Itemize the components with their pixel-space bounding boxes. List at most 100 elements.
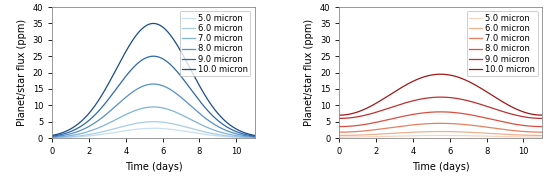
8.0 micron <box>150 83 157 85</box>
8.0 micron <box>336 125 343 128</box>
7.0 micron <box>184 117 191 119</box>
5.0 micron <box>184 131 191 133</box>
7.0 micron <box>49 136 56 138</box>
6.0 micron <box>251 137 258 139</box>
5.0 micron <box>437 134 444 136</box>
7.0 micron <box>251 136 258 138</box>
8.0 micron <box>202 117 208 119</box>
6.0 micron <box>456 131 463 133</box>
5.0 micron <box>489 135 496 137</box>
5.0 micron <box>428 134 435 136</box>
Line: 9.0 micron: 9.0 micron <box>52 56 255 136</box>
9.0 micron <box>184 84 191 86</box>
9.0 micron <box>140 58 147 60</box>
10.0 micron <box>489 94 496 96</box>
8.0 micron <box>538 125 545 128</box>
6.0 micron <box>140 121 147 123</box>
Line: 5.0 micron: 5.0 micron <box>339 135 542 137</box>
Legend: 5.0 micron, 6.0 micron, 7.0 micron, 8.0 micron, 9.0 micron, 10.0 micron: 5.0 micron, 6.0 micron, 7.0 micron, 8.0 … <box>179 11 250 76</box>
7.0 micron <box>456 123 463 125</box>
6.0 micron <box>202 131 208 133</box>
7.0 micron <box>85 131 91 133</box>
6.0 micron <box>538 134 545 136</box>
10.0 micron <box>140 26 147 28</box>
6.0 micron <box>388 132 395 135</box>
7.0 micron <box>538 131 545 133</box>
6.0 micron <box>336 134 343 136</box>
6.0 micron <box>471 132 478 134</box>
6.0 micron <box>184 126 191 129</box>
5.0 micron <box>456 135 463 137</box>
8.0 micron <box>471 115 478 117</box>
5.0 micron <box>372 136 378 138</box>
6.0 micron <box>437 130 444 133</box>
5.0 micron <box>85 135 91 137</box>
9.0 micron <box>101 104 108 106</box>
7.0 micron <box>489 127 496 129</box>
9.0 micron <box>150 55 157 57</box>
9.0 micron <box>372 112 378 114</box>
Legend: 5.0 micron, 6.0 micron, 7.0 micron, 8.0 micron, 9.0 micron, 10.0 micron: 5.0 micron, 6.0 micron, 7.0 micron, 8.0 … <box>467 11 537 76</box>
5.0 micron <box>101 133 108 135</box>
8.0 micron <box>251 136 258 138</box>
8.0 micron <box>372 121 378 124</box>
9.0 micron <box>251 135 258 137</box>
X-axis label: Time (days): Time (days) <box>412 162 470 172</box>
10.0 micron <box>49 134 56 136</box>
6.0 micron <box>85 134 91 136</box>
8.0 micron <box>101 115 108 117</box>
10.0 micron <box>456 76 463 79</box>
Line: 9.0 micron: 9.0 micron <box>339 97 542 118</box>
6.0 micron <box>101 130 108 132</box>
5.0 micron <box>388 135 395 137</box>
5.0 micron <box>49 137 56 139</box>
Line: 8.0 micron: 8.0 micron <box>339 112 542 127</box>
Line: 7.0 micron: 7.0 micron <box>339 123 542 132</box>
9.0 micron <box>471 102 478 104</box>
7.0 micron <box>388 127 395 129</box>
5.0 micron <box>251 137 258 139</box>
9.0 micron <box>388 106 395 108</box>
5.0 micron <box>471 135 478 137</box>
7.0 micron <box>101 124 108 126</box>
6.0 micron <box>428 130 435 133</box>
10.0 micron <box>101 90 108 92</box>
8.0 micron <box>184 102 191 104</box>
Line: 10.0 micron: 10.0 micron <box>52 24 255 135</box>
7.0 micron <box>372 129 378 131</box>
9.0 micron <box>49 135 56 137</box>
10.0 micron <box>372 103 378 105</box>
8.0 micron <box>85 126 91 128</box>
8.0 micron <box>489 118 496 121</box>
10.0 micron <box>168 36 175 38</box>
10.0 micron <box>150 22 157 25</box>
7.0 micron <box>168 110 175 112</box>
9.0 micron <box>437 96 444 98</box>
9.0 micron <box>538 117 545 119</box>
8.0 micron <box>456 112 463 114</box>
8.0 micron <box>168 89 175 92</box>
10.0 micron <box>538 114 545 116</box>
10.0 micron <box>428 74 435 76</box>
7.0 micron <box>437 122 444 124</box>
6.0 micron <box>150 121 157 123</box>
7.0 micron <box>202 125 208 127</box>
9.0 micron <box>168 65 175 67</box>
6.0 micron <box>49 137 56 139</box>
10.0 micron <box>202 94 208 96</box>
8.0 micron <box>428 111 435 113</box>
Y-axis label: Planet/star flux (ppm): Planet/star flux (ppm) <box>17 19 27 126</box>
9.0 micron <box>428 96 435 99</box>
6.0 micron <box>489 132 496 135</box>
7.0 micron <box>140 107 147 109</box>
10.0 micron <box>437 73 444 75</box>
10.0 micron <box>251 134 258 136</box>
5.0 micron <box>336 136 343 138</box>
Y-axis label: Planet/star flux (ppm): Planet/star flux (ppm) <box>304 19 314 126</box>
7.0 micron <box>336 131 343 133</box>
Line: 7.0 micron: 7.0 micron <box>52 107 255 137</box>
X-axis label: Time (days): Time (days) <box>124 162 182 172</box>
7.0 micron <box>471 125 478 127</box>
10.0 micron <box>336 114 343 116</box>
9.0 micron <box>456 98 463 100</box>
